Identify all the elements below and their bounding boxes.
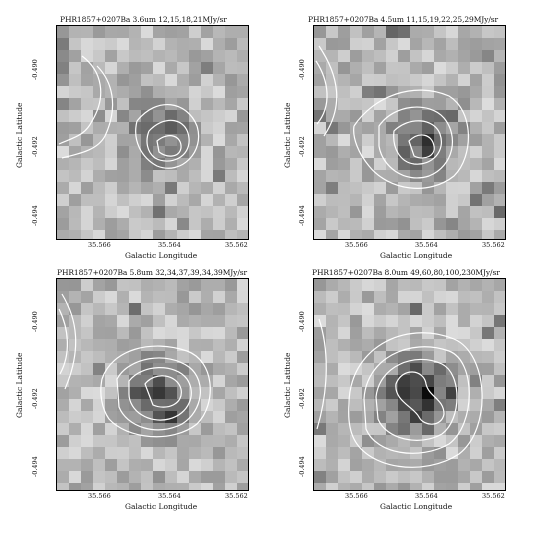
x-tick-label: 35.562 (482, 492, 505, 500)
x-tick-label: 35.566 (345, 241, 368, 249)
contour-line (353, 89, 470, 189)
contour-line (408, 134, 435, 159)
contour-lines (315, 45, 470, 189)
y-tick-label: -0.494 (31, 456, 39, 477)
contour-line (116, 357, 202, 431)
contour-line (375, 358, 458, 441)
contour-line (363, 346, 470, 454)
y-axis-label: Galactic Latitude (283, 352, 292, 418)
y-tick-label: -0.490 (298, 59, 306, 80)
x-axis-label: Galactic Longitude (380, 502, 453, 511)
grayscale-image (314, 26, 505, 239)
x-tick-label: 35.566 (88, 492, 111, 500)
x-axis-label: Galactic Longitude (125, 502, 198, 511)
y-axis-label: Galactic Latitude (15, 352, 24, 418)
contour-line (135, 104, 200, 169)
contour-lines (316, 318, 483, 468)
y-tick-label: -0.494 (31, 205, 39, 226)
panel-title: PHR1857+0207Ba 5.8um 32,34,37,39,34,39MJ… (57, 268, 247, 277)
contour-line (146, 119, 190, 162)
contour-line (100, 345, 211, 438)
contour-line (348, 332, 483, 468)
x-tick-label: 35.562 (225, 241, 248, 249)
x-tick-label: 35.566 (345, 492, 368, 500)
y-tick-label: -0.492 (31, 136, 39, 157)
x-axis-label: Galactic Longitude (380, 251, 453, 260)
x-axis-label: Galactic Longitude (125, 251, 198, 260)
contour-line (128, 367, 192, 421)
x-tick-label: 35.564 (415, 241, 438, 249)
y-tick-label: -0.492 (298, 388, 306, 409)
contour-lines (58, 293, 211, 438)
x-tick-label: 35.562 (225, 492, 248, 500)
contour-line (393, 120, 442, 165)
contour-lines (58, 55, 200, 169)
contour-line (61, 293, 77, 390)
grayscale-image (57, 26, 248, 239)
contour-line (58, 308, 69, 375)
x-tick-label: 35.564 (415, 492, 438, 500)
contour-line (318, 45, 338, 137)
y-axis-label: Galactic Latitude (15, 102, 24, 168)
contour-line (58, 55, 102, 145)
panel-title: PHR1857+0207Ba 3.6um 12,15,18,21MJy/sr (60, 15, 227, 24)
contour-line (61, 65, 114, 159)
contour-line (378, 106, 453, 179)
contour-line (316, 318, 327, 430)
y-tick-label: -0.492 (31, 388, 39, 409)
contour-line (315, 60, 328, 125)
contour-line (144, 375, 182, 408)
x-tick-label: 35.564 (158, 492, 181, 500)
contour-line (395, 371, 445, 425)
contour-line (156, 135, 182, 157)
y-tick-label: -0.490 (298, 311, 306, 332)
grayscale-image (314, 279, 505, 490)
x-tick-label: 35.564 (158, 241, 181, 249)
panel-title: PHR1857+0207Ba 4.5um 11,15,19,22,25,29MJ… (308, 15, 498, 24)
y-tick-label: -0.494 (298, 456, 306, 477)
image-frame (313, 278, 506, 491)
image-frame (56, 25, 249, 240)
y-tick-label: -0.494 (298, 205, 306, 226)
grayscale-image (57, 279, 248, 490)
y-tick-label: -0.492 (298, 136, 306, 157)
y-tick-label: -0.490 (31, 311, 39, 332)
panel-title: PHR1857+0207Ba 8.0um 49,60,80,100,230MJy… (312, 268, 500, 277)
x-tick-label: 35.566 (88, 241, 111, 249)
x-tick-label: 35.562 (482, 241, 505, 249)
image-frame (313, 25, 506, 240)
y-tick-label: -0.490 (31, 59, 39, 80)
image-frame (56, 278, 249, 491)
y-axis-label: Galactic Latitude (283, 102, 292, 168)
